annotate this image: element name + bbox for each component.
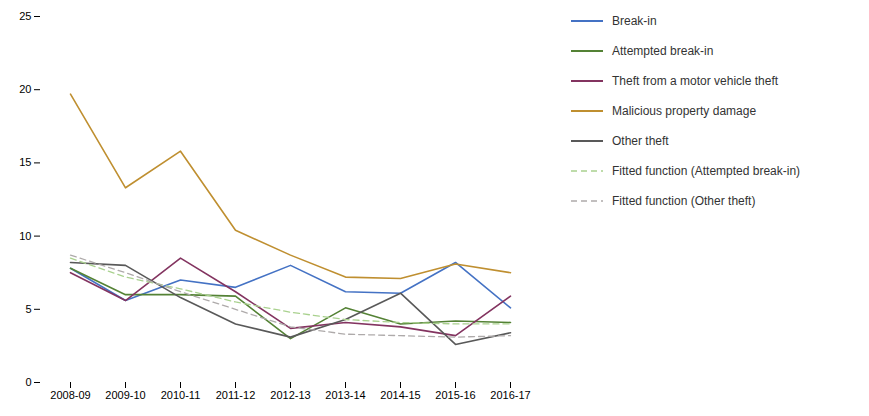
svg-text:2013-14: 2013-14 xyxy=(325,389,365,401)
svg-text:15: 15 xyxy=(19,156,31,168)
svg-text:2009-10: 2009-10 xyxy=(105,389,145,401)
svg-text:2016-17: 2016-17 xyxy=(490,389,530,401)
svg-text:25: 25 xyxy=(19,10,31,22)
html-text:Fitted function (Attempted bre: Fitted function (Attempted break-in) xyxy=(612,164,801,178)
svg-text:10: 10 xyxy=(19,230,31,242)
html-text:Break-in: Break-in xyxy=(612,14,657,28)
svg-text:5: 5 xyxy=(25,303,31,315)
html-text:Other theft: Other theft xyxy=(612,134,669,148)
html-text:Fitted function (Other theft): Fitted function (Other theft) xyxy=(612,194,756,208)
svg-text:20: 20 xyxy=(19,83,31,95)
svg-text:2010-11: 2010-11 xyxy=(161,389,201,401)
svg-text:2015-16: 2015-16 xyxy=(435,389,475,401)
svg-text:2014-15: 2014-15 xyxy=(380,389,420,401)
html-text:Theft from a motor vehicle the: Theft from a motor vehicle theft xyxy=(612,74,779,88)
svg-text:2012-13: 2012-13 xyxy=(270,389,310,401)
html-text:Attempted break-in: Attempted break-in xyxy=(612,44,714,58)
svg-text:0: 0 xyxy=(25,376,31,388)
svg-text:2008-09: 2008-09 xyxy=(50,389,90,401)
svg-text:2011-12: 2011-12 xyxy=(216,389,256,401)
html-text:Malicious property damage: Malicious property damage xyxy=(612,104,757,118)
